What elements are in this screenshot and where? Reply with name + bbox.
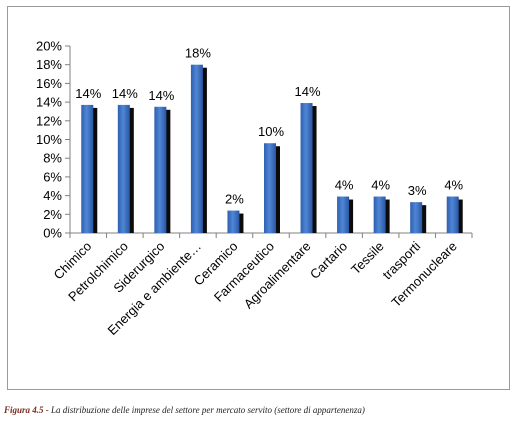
data-label: 14% xyxy=(148,88,174,103)
bar xyxy=(117,104,130,233)
bar xyxy=(227,210,240,233)
y-tick-label: 16% xyxy=(36,76,62,91)
data-label: 4% xyxy=(371,178,390,193)
bar xyxy=(446,196,459,233)
y-tick-label: 20% xyxy=(36,39,62,54)
data-label: 14% xyxy=(295,84,321,99)
bar xyxy=(264,143,276,233)
caption-prefix: Figura 4.5 - xyxy=(4,405,49,415)
data-label: 18% xyxy=(185,46,211,61)
y-tick-label: 18% xyxy=(36,57,62,72)
bar xyxy=(190,64,203,233)
bar-chart: 0% 2% 4% 6% 8% 10% 12% 14% 16% 18% 20% 14% 14% 14% 18… xyxy=(36,39,473,338)
y-tick-label: 14% xyxy=(36,95,62,110)
category-label: Agroalimentare xyxy=(241,239,314,312)
y-tick-label: 4% xyxy=(43,188,62,203)
bar xyxy=(410,202,423,233)
y-tick-label: 10% xyxy=(36,132,62,147)
category-label: Cartario xyxy=(307,239,350,282)
data-label: 14% xyxy=(75,86,101,101)
data-label: 3% xyxy=(408,183,427,198)
data-label: 4% xyxy=(335,178,354,193)
data-label: 2% xyxy=(225,192,244,207)
y-tick-label: 0% xyxy=(43,226,62,241)
bar xyxy=(373,196,386,233)
y-tick-label: 6% xyxy=(43,169,62,184)
data-label: 14% xyxy=(112,86,138,101)
y-tick-label: 2% xyxy=(43,207,62,222)
category-label: Termonucleare xyxy=(388,239,459,310)
caption-text: La distribuzione delle imprese del setto… xyxy=(48,405,365,415)
figure-caption: Figura 4.5 - La distribuzione delle impr… xyxy=(4,405,365,415)
bar xyxy=(300,103,313,233)
bar xyxy=(81,104,94,233)
data-label: 10% xyxy=(258,124,284,139)
data-label: 4% xyxy=(444,178,463,193)
y-tick-label: 12% xyxy=(36,113,62,128)
bar xyxy=(154,106,167,233)
bar xyxy=(337,196,350,233)
y-tick-label: 8% xyxy=(43,151,62,166)
